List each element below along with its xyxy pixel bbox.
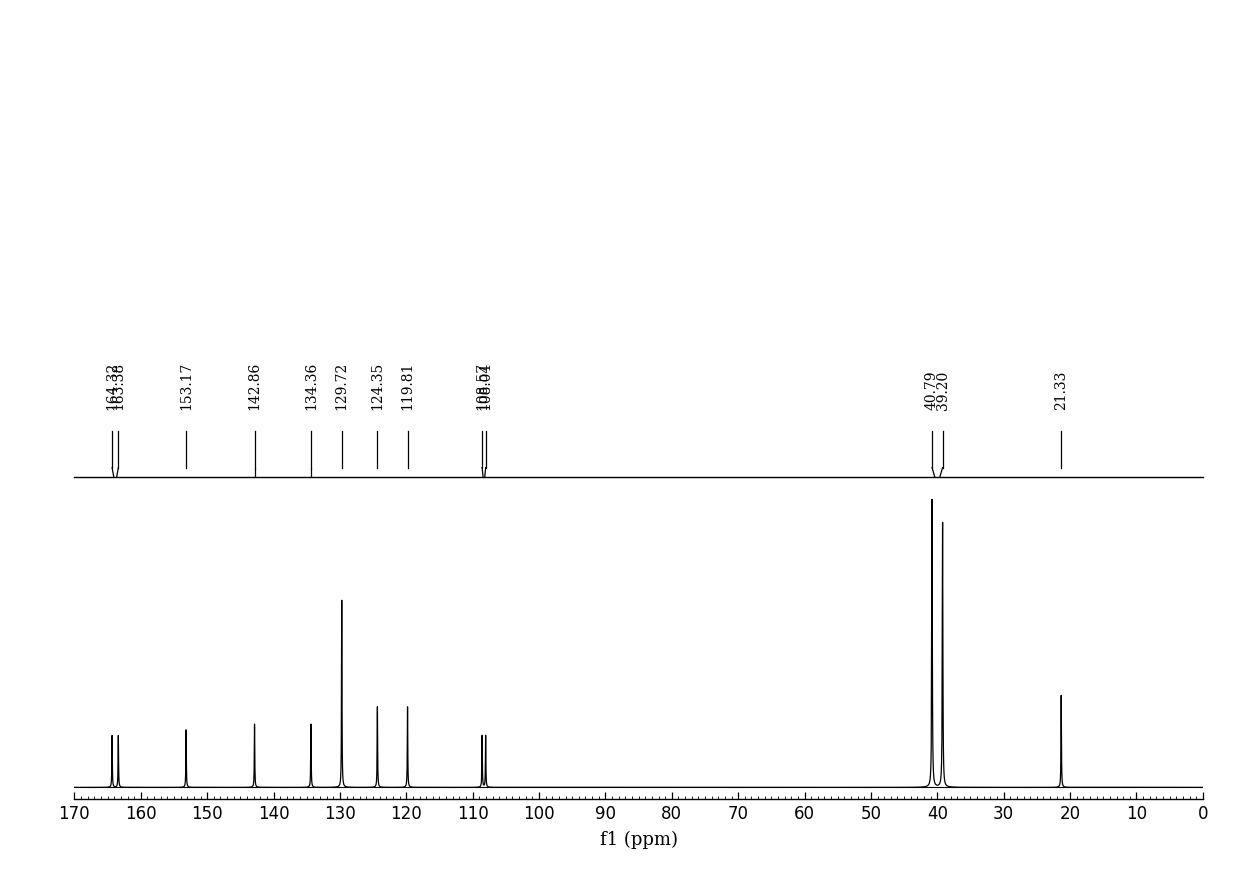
X-axis label: f1 (ppm): f1 (ppm) [600,830,677,848]
Text: 134.36: 134.36 [304,361,317,409]
Text: 124.35: 124.35 [371,361,384,409]
Text: 129.72: 129.72 [335,361,348,409]
Text: 40.79: 40.79 [925,370,939,409]
Text: 119.81: 119.81 [401,361,414,409]
Text: 21.33: 21.33 [1054,371,1068,409]
Text: 142.86: 142.86 [248,361,262,409]
Text: 108.04: 108.04 [479,361,492,409]
Text: 108.57: 108.57 [475,361,489,409]
Text: 39.20: 39.20 [936,371,950,409]
Text: 153.17: 153.17 [179,361,193,409]
Text: 163.38: 163.38 [112,362,125,409]
Text: 164.32: 164.32 [105,361,119,409]
